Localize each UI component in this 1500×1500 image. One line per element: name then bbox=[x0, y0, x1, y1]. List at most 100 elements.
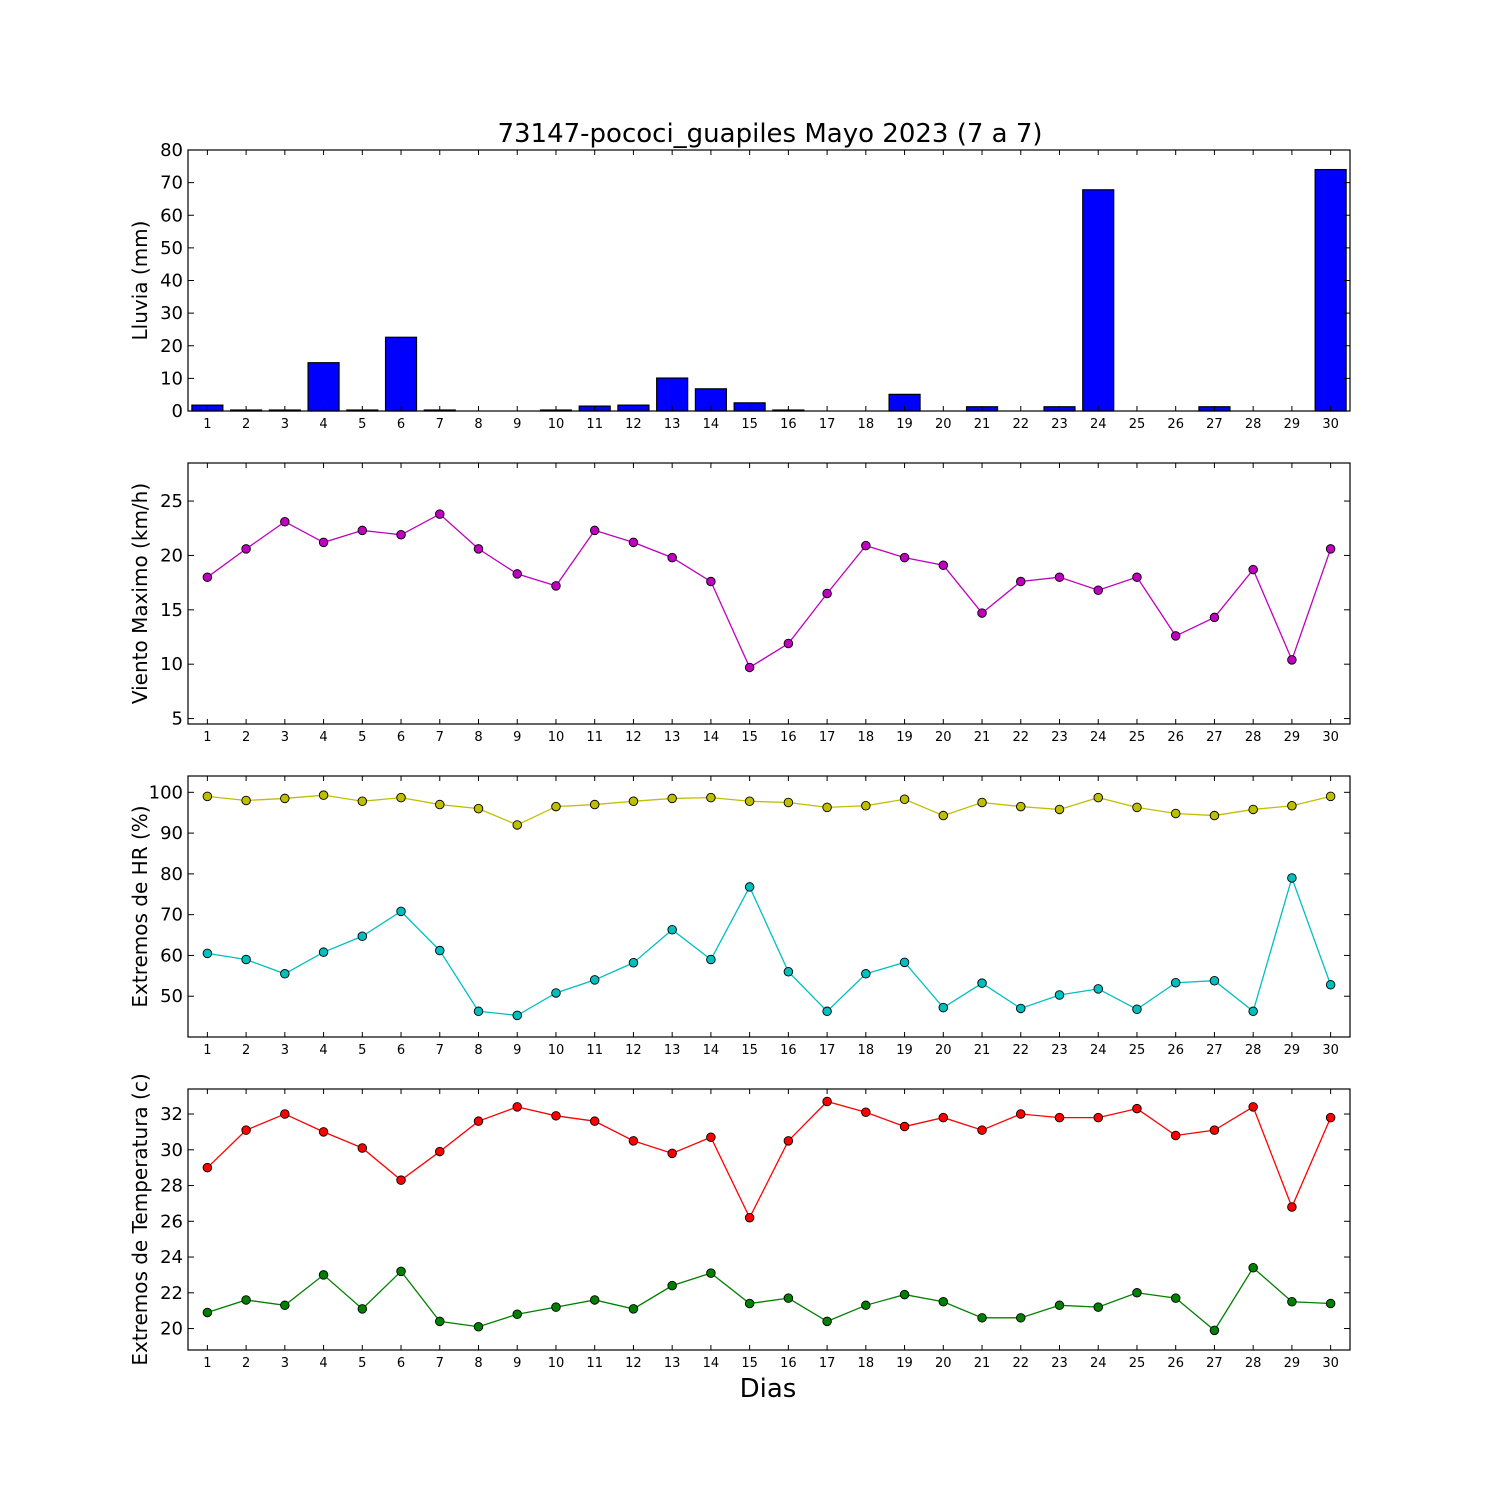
y-tick-label: 30 bbox=[160, 1140, 183, 1161]
x-tick-label: 17 bbox=[819, 730, 836, 745]
x-tick-label: 29 bbox=[1284, 1356, 1301, 1371]
y-tick-label: 25 bbox=[160, 491, 183, 512]
point-day-5 bbox=[357, 1143, 368, 1153]
x-tick-label: 13 bbox=[664, 417, 681, 432]
x-tick-label: 27 bbox=[1206, 417, 1223, 432]
x-tick-label: 1 bbox=[203, 1043, 211, 1058]
point-day-23 bbox=[1054, 1112, 1065, 1123]
point-day-7 bbox=[435, 1146, 445, 1157]
point-day-2 bbox=[241, 954, 251, 965]
x-tick-label: 21 bbox=[974, 1043, 991, 1058]
point-day-12 bbox=[628, 1304, 639, 1314]
series-line bbox=[207, 1266, 1331, 1332]
point-day-24 bbox=[1093, 792, 1103, 803]
point-day-12 bbox=[628, 1136, 639, 1146]
point-day-25 bbox=[1132, 1288, 1142, 1298]
x-tick-label: 4 bbox=[319, 730, 327, 745]
point-day-28 bbox=[1248, 1006, 1258, 1017]
point-day-26 bbox=[1170, 631, 1181, 641]
point-day-5 bbox=[357, 525, 368, 536]
plot-frame bbox=[187, 775, 1351, 1038]
point-day-15 bbox=[744, 1298, 755, 1309]
x-tick-label: 24 bbox=[1090, 1043, 1107, 1058]
point-day-19 bbox=[899, 1121, 910, 1132]
x-tick-label: 14 bbox=[703, 1043, 720, 1058]
x-tick-label: 7 bbox=[436, 730, 444, 745]
point-day-26 bbox=[1170, 808, 1181, 819]
y-tick-label: 60 bbox=[160, 945, 183, 966]
x-tick-label: 13 bbox=[664, 1043, 681, 1058]
y-tick-label: 100 bbox=[149, 782, 183, 803]
point-day-5 bbox=[357, 1304, 368, 1314]
point-day-2 bbox=[241, 1295, 251, 1305]
x-tick-label: 3 bbox=[281, 1356, 289, 1371]
y-tick-label: 20 bbox=[160, 545, 183, 566]
bar-day-6 bbox=[384, 336, 418, 412]
point-day-9 bbox=[512, 1010, 522, 1021]
y-tick-label: 80 bbox=[160, 864, 183, 885]
x-tick-label: 20 bbox=[935, 1356, 952, 1371]
x-tick-label: 26 bbox=[1167, 730, 1184, 745]
point-day-8 bbox=[473, 1116, 484, 1126]
point-day-18 bbox=[861, 1107, 871, 1117]
point-day-4 bbox=[318, 790, 329, 800]
point-day-18 bbox=[861, 969, 871, 979]
x-tick-label: 8 bbox=[474, 730, 482, 745]
x-tick-label: 10 bbox=[548, 417, 565, 432]
x-tick-label: 17 bbox=[819, 1043, 836, 1058]
point-day-9 bbox=[512, 820, 522, 830]
y-tick-label: 20 bbox=[160, 336, 183, 357]
x-tick-label: 30 bbox=[1322, 730, 1339, 745]
point-day-17 bbox=[822, 1096, 832, 1107]
chart-panel-3: 1 2 3 4 5 6 7 8 9 10 11 12 13 14 15 16 17 18 19 20 21 22 23 24 2… bbox=[128, 775, 1351, 1058]
point-day-3 bbox=[280, 516, 290, 527]
x-tick-label: 7 bbox=[436, 417, 444, 432]
point-day-17 bbox=[822, 802, 832, 813]
y-tick-label: 50 bbox=[160, 986, 183, 1007]
point-day-11 bbox=[589, 1116, 600, 1126]
bar-day-4 bbox=[307, 362, 340, 412]
point-day-20 bbox=[938, 1112, 949, 1123]
point-day-22 bbox=[1016, 1109, 1026, 1119]
point-day-7 bbox=[435, 1316, 445, 1327]
x-axis-label: Dias bbox=[740, 1374, 797, 1404]
x-tick-label: 23 bbox=[1051, 730, 1068, 745]
x-tick-label: 18 bbox=[858, 730, 875, 745]
x-tick-label: 22 bbox=[1012, 1356, 1029, 1371]
point-day-19 bbox=[899, 794, 910, 804]
point-day-29 bbox=[1287, 1202, 1297, 1212]
point-day-30 bbox=[1325, 1112, 1336, 1123]
x-tick-label: 18 bbox=[858, 1356, 875, 1371]
x-tick-label: 20 bbox=[935, 417, 952, 432]
x-tick-label: 22 bbox=[1012, 417, 1029, 432]
y-tick-label: 10 bbox=[160, 368, 183, 389]
x-tick-label: 25 bbox=[1129, 417, 1146, 432]
point-day-2 bbox=[241, 1125, 251, 1135]
point-day-15 bbox=[744, 882, 755, 892]
y-tick-label: 30 bbox=[160, 303, 183, 324]
point-day-10 bbox=[551, 988, 561, 998]
x-tick-label: 4 bbox=[319, 417, 327, 432]
x-tick-label: 14 bbox=[703, 1356, 720, 1371]
x-tick-label: 24 bbox=[1090, 730, 1107, 745]
point-day-9 bbox=[512, 569, 522, 579]
point-day-30 bbox=[1325, 980, 1336, 990]
x-tick-label: 15 bbox=[741, 730, 758, 745]
point-day-1 bbox=[202, 1307, 213, 1318]
x-tick-label: 30 bbox=[1322, 1043, 1339, 1058]
point-day-21 bbox=[977, 978, 987, 988]
bar-day-30 bbox=[1314, 168, 1347, 412]
x-tick-label: 5 bbox=[358, 1043, 366, 1058]
point-day-24 bbox=[1093, 1112, 1103, 1123]
x-tick-label: 23 bbox=[1051, 1356, 1068, 1371]
x-tick-label: 16 bbox=[780, 1043, 797, 1058]
point-day-11 bbox=[589, 975, 600, 985]
point-day-6 bbox=[396, 906, 406, 917]
x-tick-label: 28 bbox=[1245, 417, 1262, 432]
x-tick-label: 11 bbox=[586, 730, 603, 745]
x-tick-label: 15 bbox=[741, 417, 758, 432]
point-day-3 bbox=[280, 793, 290, 804]
point-day-21 bbox=[977, 797, 987, 808]
x-tick-label: 18 bbox=[858, 417, 875, 432]
